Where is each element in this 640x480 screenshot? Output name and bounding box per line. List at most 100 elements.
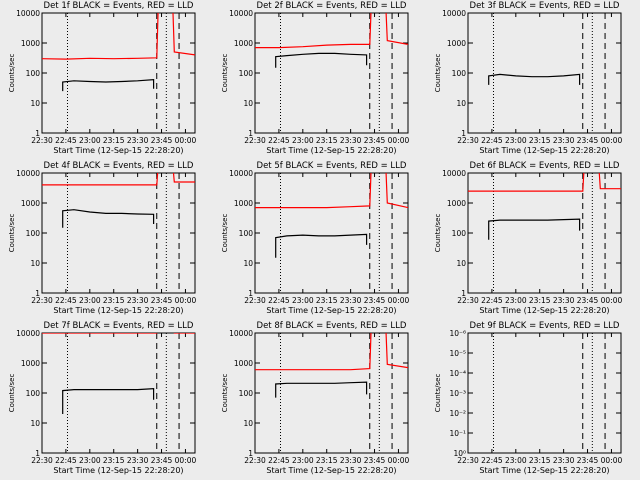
y-axis-label: Counts/sec [434, 374, 442, 413]
x-tick-label: 23:00 [79, 136, 101, 145]
x-tick-label: 23:30 [553, 136, 575, 145]
x-tick-label: 00:00 [601, 296, 623, 305]
x-tick-label: 23:30 [340, 456, 362, 465]
y-tick-label: 10000 [16, 169, 40, 178]
y-tick-label: 1000 [21, 199, 40, 208]
plot-frame [254, 332, 409, 454]
x-tick-label: 23:30 [127, 296, 149, 305]
x-tick-label: 22:30 [457, 456, 479, 465]
x-tick-label: 23:45 [364, 136, 386, 145]
chart-title: Det 4f BLACK = Events, RED = LLD [44, 161, 194, 171]
chart-title: Det 5f BLACK = Events, RED = LLD [257, 161, 407, 171]
x-axis-label: Start Time (12-Sep-15 22:28:20) [479, 306, 609, 315]
x-tick-label: 00:00 [601, 136, 623, 145]
x-tick-label: 23:15 [529, 136, 551, 145]
x-tick-label: 23:00 [292, 296, 314, 305]
series-line [488, 218, 581, 240]
y-tick-label: 10 [30, 99, 40, 108]
chart-title: Det 8f BLACK = Events, RED = LLD [257, 321, 407, 331]
y-tick-label: 10000 [229, 169, 253, 178]
x-tick-label: 23:45 [151, 136, 173, 145]
x-tick-label: 00:00 [388, 296, 410, 305]
x-axis-label: Start Time (12-Sep-15 22:28:20) [479, 146, 609, 155]
x-tick-label: 23:15 [103, 296, 125, 305]
x-tick-label: 23:00 [292, 456, 314, 465]
chart-title: Det 1f BLACK = Events, RED = LLD [44, 1, 194, 11]
x-tick-label: 22:30 [31, 456, 53, 465]
y-axis-label: Counts/sec [8, 54, 16, 93]
plot-frame [41, 332, 196, 454]
series-line [275, 52, 368, 68]
y-tick-label: 10⁻⁴ [449, 369, 466, 378]
x-tick-label: 23:00 [292, 136, 314, 145]
panel: Det 2f BLACK = Events, RED = LLD Start Ti… [221, 1, 409, 155]
x-tick-label: 00:00 [388, 456, 410, 465]
x-axis-label: Start Time (12-Sep-15 22:28:20) [479, 466, 609, 475]
y-axis-label: Counts/sec [434, 214, 442, 253]
y-tick-label: 1000 [234, 359, 253, 368]
y-tick-label: 10 [30, 259, 40, 268]
series-line [255, 13, 408, 49]
x-tick-label: 23:00 [79, 296, 101, 305]
y-tick-label: 10 [456, 259, 466, 268]
x-tick-label: 23:45 [151, 456, 173, 465]
panel: Det 8f BLACK = Events, RED = LLD Start Ti… [221, 321, 409, 475]
series-line [468, 173, 621, 192]
x-axis-label: Start Time (12-Sep-15 22:28:20) [266, 146, 396, 155]
panel: Det 9f BLACK = Events, RED = LLD Start Ti… [434, 321, 622, 475]
series-line [275, 233, 368, 258]
y-tick-label: 100 [26, 69, 41, 78]
y-tick-label: 1000 [21, 39, 40, 48]
y-tick-label: 10000 [229, 329, 253, 338]
x-tick-label: 23:15 [103, 456, 125, 465]
x-tick-label: 23:15 [316, 456, 338, 465]
y-tick-label: 10000 [442, 9, 466, 18]
x-tick-label: 00:00 [175, 136, 197, 145]
x-tick-label: 23:15 [529, 296, 551, 305]
y-tick-label: 1 [248, 129, 253, 138]
x-tick-label: 00:00 [175, 296, 197, 305]
x-tick-label: 22:30 [31, 296, 53, 305]
y-tick-label: 100 [239, 229, 254, 238]
x-tick-label: 22:45 [481, 456, 503, 465]
x-tick-label: 00:00 [175, 456, 197, 465]
panel: Det 6f BLACK = Events, RED = LLD Start Ti… [434, 161, 622, 315]
plot-frame [467, 332, 622, 454]
y-axis-label: Counts/sec [8, 214, 16, 253]
y-tick-label: 1 [461, 289, 466, 298]
x-tick-label: 23:15 [529, 456, 551, 465]
series-line [255, 333, 408, 371]
x-tick-label: 23:30 [553, 296, 575, 305]
y-axis-label: Counts/sec [221, 54, 229, 93]
x-tick-label: 22:45 [55, 456, 77, 465]
y-tick-label: 1000 [234, 39, 253, 48]
y-tick-label: 1 [461, 129, 466, 138]
y-axis-label: Counts/sec [221, 214, 229, 253]
x-tick-label: 23:00 [505, 136, 527, 145]
x-tick-label: 22:30 [244, 456, 266, 465]
series-line [62, 209, 155, 228]
x-tick-label: 23:15 [103, 136, 125, 145]
y-tick-label: 10000 [16, 9, 40, 18]
x-tick-label: 23:00 [505, 456, 527, 465]
x-tick-label: 23:45 [364, 456, 386, 465]
y-tick-label: 100 [26, 229, 41, 238]
series-line [62, 387, 155, 414]
x-tick-label: 23:15 [316, 136, 338, 145]
panel: Det 7f BLACK = Events, RED = LLD Start Ti… [8, 321, 196, 475]
x-tick-label: 22:45 [268, 296, 290, 305]
x-tick-label: 23:00 [79, 456, 101, 465]
y-tick-label: 100 [452, 229, 467, 238]
y-tick-label: 1 [248, 289, 253, 298]
chart-title: Det 3f BLACK = Events, RED = LLD [470, 1, 620, 11]
y-tick-label: 10⁻⁵ [449, 349, 466, 358]
x-tick-label: 22:45 [481, 136, 503, 145]
x-axis-label: Start Time (12-Sep-15 22:28:20) [53, 306, 183, 315]
chart-title: Det 9f BLACK = Events, RED = LLD [470, 321, 620, 331]
x-tick-label: 22:30 [457, 296, 479, 305]
x-tick-label: 23:15 [316, 296, 338, 305]
plot-frame [254, 12, 409, 134]
x-tick-label: 23:30 [127, 456, 149, 465]
y-tick-label: 1 [248, 449, 253, 458]
y-tick-label: 10 [456, 99, 466, 108]
